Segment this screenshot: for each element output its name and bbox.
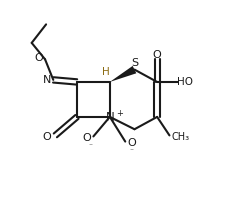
Text: O: O (34, 53, 43, 63)
Polygon shape (109, 67, 136, 83)
Text: +: + (116, 108, 123, 117)
Text: O: O (82, 133, 91, 143)
Text: S: S (131, 57, 138, 67)
Text: CH₃: CH₃ (171, 132, 189, 142)
Text: O: O (43, 132, 51, 142)
Text: ⁻: ⁻ (88, 140, 92, 149)
Text: N: N (105, 111, 114, 124)
Text: O: O (127, 138, 136, 148)
Text: ⁻: ⁻ (129, 146, 133, 154)
Text: HO: HO (176, 77, 192, 87)
Text: O: O (152, 49, 160, 59)
Text: N: N (43, 75, 52, 85)
Text: H: H (102, 66, 109, 76)
